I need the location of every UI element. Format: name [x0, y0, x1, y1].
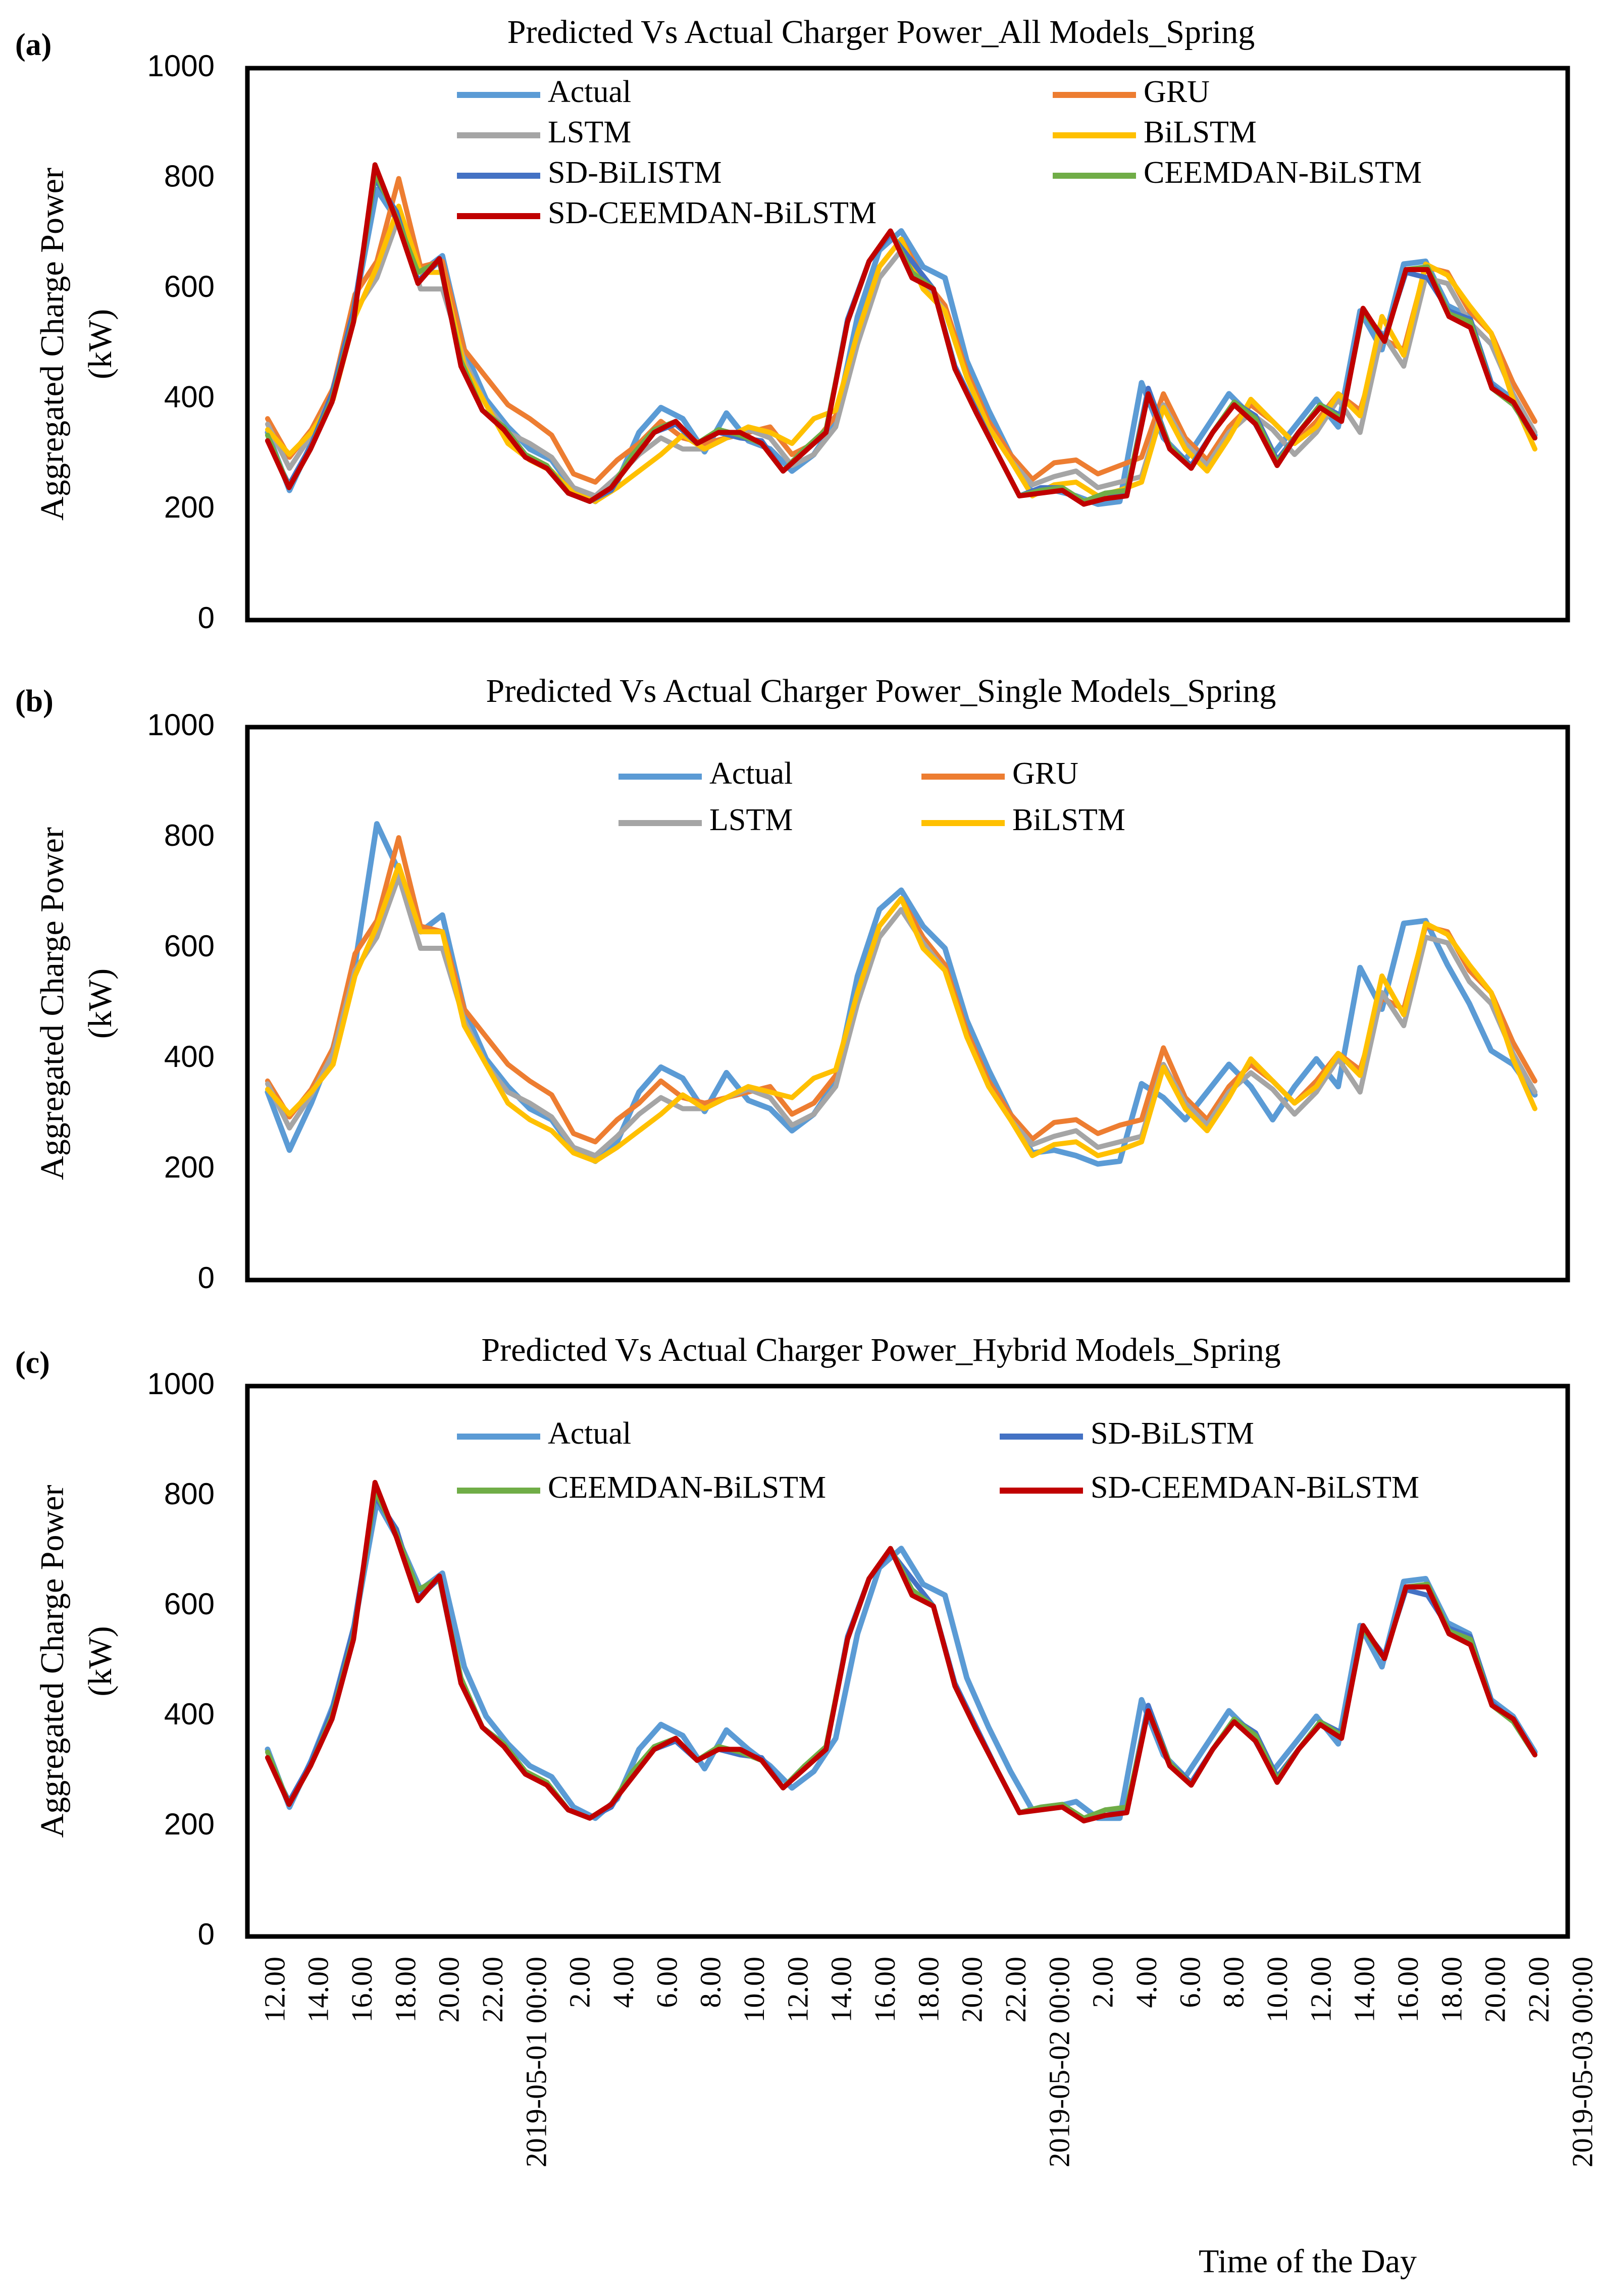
x-tick-label: 16.00 — [868, 1957, 901, 2023]
panel-a-title: Predicted Vs Actual Charger Power_All Mo… — [507, 14, 1255, 50]
panel-a-legend-label: SD-BiLISTM — [548, 156, 721, 190]
panel-b-ytick-label: 400 — [164, 1040, 215, 1074]
panel-a-plot-frame — [245, 66, 1570, 623]
panel-c-legend-label: SD-CEEMDAN-BiLSTM — [1091, 1470, 1419, 1505]
x-tick-label: 22.00 — [476, 1957, 509, 2023]
panel-c-ytick-label: 200 — [164, 1807, 215, 1841]
x-tick-label: 8.00 — [694, 1957, 727, 2008]
panel-a-legend-label: GRU — [1144, 75, 1210, 109]
panel-c-legend-label: CEEMDAN-BiLSTM — [548, 1470, 826, 1505]
x-tick-label: 16.00 — [345, 1957, 378, 2023]
panel-a-legend-label: BiLSTM — [1144, 115, 1257, 149]
panel-c-ylabel: Aggregated Charge Power (kW) — [34, 1485, 119, 1838]
panel-b-plot-frame — [245, 725, 1570, 1283]
x-tick-label: 20.00 — [1479, 1957, 1512, 2023]
x-tick-label: 2019-05-01 00:00 — [520, 1957, 552, 2167]
panel-b-ylabel: Aggregated Charge Power (kW) — [34, 827, 119, 1180]
x-tick-label: 12.00 — [781, 1957, 814, 2023]
panel-c-letter: (c) — [15, 1346, 50, 1380]
x-tick-label: 22.00 — [1522, 1957, 1555, 2023]
x-tick-label: 14.00 — [302, 1957, 335, 2023]
panel-b-legend-label: BiLSTM — [1012, 803, 1125, 837]
x-tick-label: 20.00 — [956, 1957, 989, 2023]
panel-b-series-bilstm — [265, 862, 1537, 1164]
panel-a-series-sd-ceemdan-bilstm — [265, 162, 1537, 507]
panel-c-ytick-label: 600 — [164, 1587, 215, 1621]
x-tick-label: 10.00 — [738, 1957, 770, 2023]
panel-a-legend-label: Actual — [548, 75, 631, 109]
panel-b-ytick-label: 600 — [164, 929, 215, 963]
panel-b-legend-label: Actual — [709, 756, 793, 791]
panel-c-ytick-label: 0 — [198, 1917, 215, 1951]
panel-a-ytick-label: 800 — [164, 159, 215, 193]
panel-c-ytick-label: 1000 — [147, 1367, 215, 1401]
x-tick-label: 4.00 — [607, 1957, 640, 2008]
x-tick-label: 2019-05-02 00:00 — [1043, 1957, 1075, 2167]
panel-c-title: Predicted Vs Actual Charger Power_Hybrid… — [481, 1332, 1280, 1368]
x-tick-label: 6.00 — [1173, 1957, 1206, 2008]
panel-a-ytick-label: 400 — [164, 380, 215, 414]
panel-c-ytick-label: 800 — [164, 1477, 215, 1511]
panel-b-ytick-label: 0 — [198, 1261, 215, 1295]
x-tick-label: 2.00 — [563, 1957, 596, 2008]
panel-a-ytick-label: 0 — [198, 601, 215, 635]
x-tick-label: 16.00 — [1391, 1957, 1424, 2023]
x-tick-label: 4.00 — [1130, 1957, 1163, 2008]
panel-b-ytick-label: 800 — [164, 819, 215, 852]
panel-c-legend-label: SD-BiLSTM — [1091, 1416, 1254, 1451]
panel-a-ylabel: Aggregated Charge Power (kW) — [34, 168, 119, 521]
x-tick-label: 6.00 — [650, 1957, 683, 2008]
panel-a-legend-label: SD-CEEMDAN-BiLSTM — [548, 196, 876, 230]
panel-b-series-lstm — [265, 874, 1537, 1158]
panel-b-title: Predicted Vs Actual Charger Power_Single… — [486, 673, 1276, 709]
x-tick-label: 12.00 — [258, 1957, 291, 2023]
x-tick-label: 18.00 — [1435, 1957, 1468, 2023]
panel-b-legend-label: GRU — [1012, 756, 1078, 791]
x-tick-label: 14.00 — [825, 1957, 858, 2023]
x-tick-label: 8.00 — [1217, 1957, 1250, 2008]
panel-a-ytick-label: 200 — [164, 490, 215, 524]
panel-c-series-sd-ceemdan-bilstm — [265, 1479, 1537, 1824]
x-tick-label: 14.00 — [1348, 1957, 1381, 2023]
x-tick-label: 18.00 — [912, 1957, 945, 2023]
panel-b-legend-label: LSTM — [709, 803, 793, 837]
panel-c-plot-frame — [245, 1384, 1570, 1939]
x-tick-label: 22.00 — [999, 1957, 1032, 2023]
panel-b-letter: (b) — [15, 684, 54, 719]
panel-c-legend-label: Actual — [548, 1416, 631, 1451]
x-tick-label: 12.00 — [1304, 1957, 1337, 2023]
panel-b-ytick-label: 200 — [164, 1150, 215, 1184]
x-tick-label: 2019-05-03 00:00 — [1566, 1957, 1598, 2167]
panel-a-letter: (a) — [15, 28, 51, 62]
panel-a-ytick-label: 600 — [164, 270, 215, 303]
panel-a-legend-label: LSTM — [548, 115, 631, 149]
panel-a-legend-label: CEEMDAN-BiLSTM — [1144, 156, 1422, 190]
x-axis-title: Time of the Day — [1199, 2243, 1417, 2280]
x-tick-label: 2.00 — [1087, 1957, 1119, 2008]
x-tick-label: 18.00 — [389, 1957, 422, 2023]
x-tick-label: 20.00 — [433, 1957, 466, 2023]
panel-b-ytick-label: 1000 — [147, 708, 215, 742]
panel-c-ytick-label: 400 — [164, 1697, 215, 1731]
x-tick-label: 10.00 — [1261, 1957, 1294, 2023]
panel-a-series-bilstm — [265, 203, 1537, 504]
panel-a-ytick-label: 1000 — [147, 49, 215, 83]
